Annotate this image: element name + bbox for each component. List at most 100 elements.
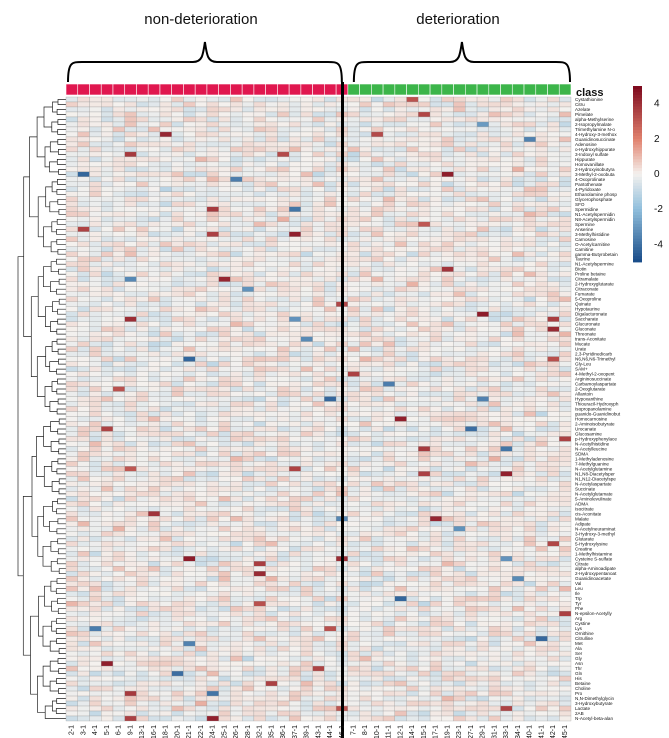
heatmap-cell <box>394 206 407 212</box>
heatmap-cell <box>324 296 337 302</box>
heatmap-cell <box>559 531 572 537</box>
heatmap-cell <box>112 156 125 163</box>
heatmap-cell <box>500 611 513 617</box>
heatmap-cell <box>559 626 572 632</box>
heatmap-cell <box>406 181 419 188</box>
heatmap-cell <box>324 546 337 552</box>
heatmap-cell <box>418 491 431 497</box>
heatmap-cell <box>288 261 302 267</box>
heatmap-cell <box>65 546 78 552</box>
heatmap-cell <box>242 566 255 572</box>
heatmap-cell <box>253 576 266 582</box>
heatmap-cell <box>136 526 149 532</box>
heatmap-cell <box>535 396 548 402</box>
heatmap-cell <box>312 506 325 512</box>
class-cell <box>406 83 419 96</box>
heatmap-cell <box>547 256 560 262</box>
heatmap-cell <box>89 476 102 482</box>
heatmap-cell <box>382 246 395 252</box>
heatmap-cell <box>77 156 90 163</box>
heatmap-cell <box>77 226 90 232</box>
heatmap-cell <box>253 241 266 247</box>
heatmap-cell <box>488 601 501 607</box>
heatmap-cell <box>300 116 313 123</box>
heatmap-cell <box>488 591 501 597</box>
heatmap-cell <box>183 630 196 637</box>
heatmap-cell <box>277 296 290 302</box>
heatmap-cell <box>288 576 302 582</box>
heatmap-cell <box>359 416 372 422</box>
heatmap-cell <box>312 456 325 462</box>
heatmap-cell <box>265 161 278 168</box>
heatmap-cell <box>382 341 395 347</box>
heatmap-cell <box>159 341 172 347</box>
heatmap-cell <box>77 491 90 497</box>
heatmap-cell <box>89 196 102 202</box>
heatmap-cell <box>512 106 525 113</box>
heatmap-cell <box>512 356 525 362</box>
heatmap-cell <box>441 191 454 197</box>
heatmap-cell <box>347 171 360 178</box>
class-cell <box>324 83 337 96</box>
heatmap-cell <box>148 281 161 287</box>
heatmap-cell <box>512 640 525 647</box>
heatmap-cell <box>195 306 208 312</box>
heatmap-cell <box>535 446 548 452</box>
heatmap-cell <box>253 271 266 277</box>
heatmap-cell <box>183 436 196 442</box>
heatmap-cell <box>148 141 161 148</box>
heatmap-cell <box>559 606 572 612</box>
heatmap-cell <box>476 386 489 392</box>
heatmap-cell <box>559 286 572 292</box>
heatmap-cell <box>136 496 149 502</box>
heatmap-cell <box>89 161 102 168</box>
heatmap-cell <box>218 606 231 612</box>
heatmap-cell <box>253 261 266 267</box>
heatmap-cell <box>535 261 548 267</box>
heatmap-cell <box>547 466 560 472</box>
heatmap-cell <box>195 431 208 437</box>
heatmap-cell <box>488 606 501 612</box>
heatmap-cell <box>65 626 78 632</box>
heatmap-cell <box>277 196 290 202</box>
heatmap-cell <box>347 426 360 432</box>
heatmap-cell <box>183 171 196 178</box>
heatmap-cell <box>77 591 90 597</box>
heatmap-cell <box>535 476 548 482</box>
heatmap-cell <box>136 186 149 193</box>
heatmap-cell <box>218 176 231 183</box>
heatmap-cell <box>406 616 419 622</box>
heatmap-cell <box>183 621 196 627</box>
heatmap-cell <box>183 231 196 237</box>
heatmap-cell <box>65 640 78 647</box>
heatmap-cell <box>547 451 560 457</box>
heatmap-cell <box>242 556 255 562</box>
heatmap-cell <box>65 376 78 382</box>
heatmap-cell <box>159 586 172 592</box>
heatmap-cell <box>89 511 102 517</box>
heatmap-cell <box>535 526 548 532</box>
heatmap-cell <box>382 660 395 667</box>
heatmap-cell <box>359 481 372 487</box>
heatmap-cell <box>206 650 219 657</box>
heatmap-cell <box>230 346 243 352</box>
heatmap-cell <box>183 571 196 577</box>
heatmap-cell <box>77 341 90 347</box>
heatmap-cell <box>159 546 172 552</box>
heatmap-cell <box>89 361 102 367</box>
heatmap-cell <box>453 591 466 597</box>
heatmap-cell <box>288 635 302 642</box>
heatmap-cell <box>77 246 90 252</box>
heatmap-cell <box>394 376 407 382</box>
heatmap-cell <box>523 391 536 397</box>
heatmap-cell <box>112 256 125 262</box>
heatmap-cell <box>230 276 243 282</box>
heatmap-cell <box>124 236 137 242</box>
heatmap-cell <box>324 286 337 292</box>
heatmap-cell <box>112 111 125 118</box>
heatmap-cell <box>347 131 360 138</box>
heatmap-cell <box>183 501 196 507</box>
heatmap-cell <box>218 171 231 178</box>
heatmap-cell <box>429 366 442 372</box>
heatmap-cell <box>136 596 149 602</box>
